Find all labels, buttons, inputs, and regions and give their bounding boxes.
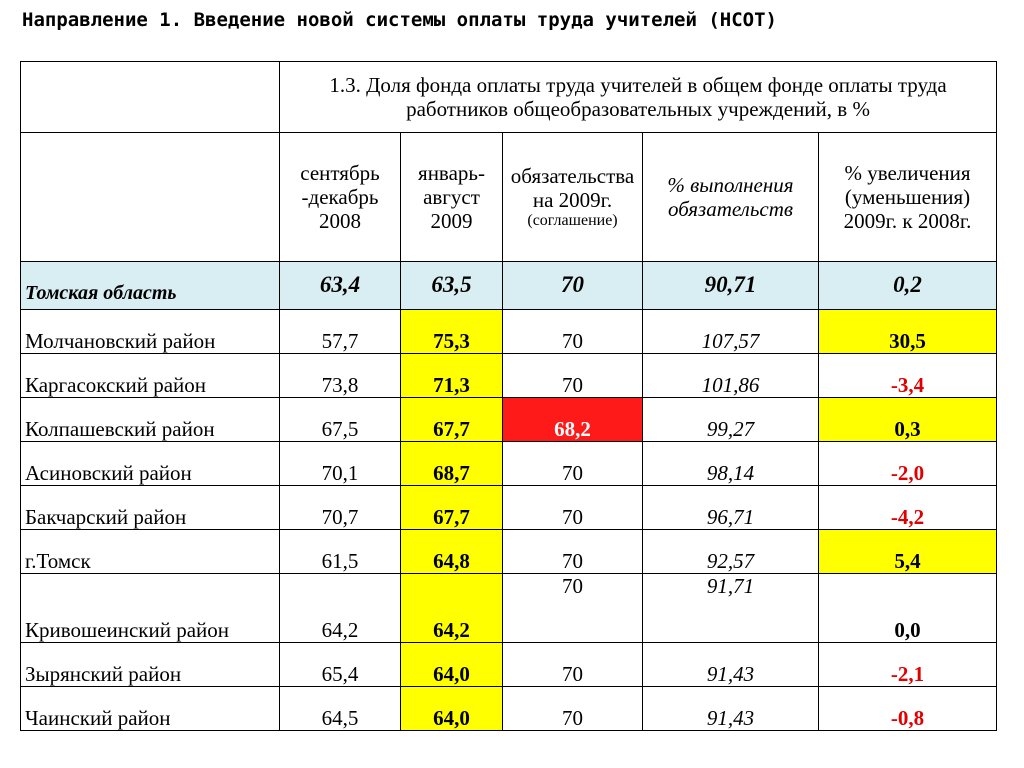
cell-change: 30,5 (817, 309, 998, 354)
table-row: Асиновский район 70,1 68,7 70 98,14 -2,0 (20, 441, 998, 486)
cell-sep-dec-2008: 70,1 (279, 441, 401, 486)
cell-jan-aug-2009: 67,7 (400, 397, 503, 442)
header-jan-aug-2009: январь-август 2009 (400, 132, 503, 262)
column-header-row: сентябрь -декабрь 2008 январь-август 200… (20, 132, 998, 262)
region-total-row: Томская область 63,4 63,5 70 90,71 0,2 (20, 261, 998, 310)
table-row: Колпашевский район 67,5 67,7 68,2 99,27 … (20, 397, 998, 442)
cell-jan-aug-2009: 64,0 (400, 642, 503, 687)
cell-jan-aug-2009: 64,0 (400, 686, 503, 731)
cell-jan-aug-2009: 71,3 (400, 353, 503, 398)
region-jan-aug-2009: 63,5 (400, 261, 503, 310)
district-name: Кривошеинский район (20, 573, 280, 643)
data-table: 1.3. Доля фонда оплаты труда учителей в … (20, 61, 998, 731)
cell-jan-aug-2009: 64,8 (400, 529, 503, 574)
cell-obligations: 70 (502, 573, 643, 643)
district-name: г.Томск (20, 529, 280, 574)
cell-change: 0,3 (817, 397, 998, 442)
cell-obligations: 68,2 (502, 397, 643, 442)
district-name: Асиновский район (20, 441, 280, 486)
cell-sep-dec-2008: 57,7 (279, 309, 401, 354)
cell-obligations: 70 (502, 353, 643, 398)
header-sep-dec-2008: сентябрь -декабрь 2008 (279, 132, 401, 262)
header-obligations-label: обязательства на 2009г. (510, 163, 635, 212)
cell-fulfillment: 91,43 (642, 686, 819, 731)
district-name: Колпашевский район (20, 397, 280, 442)
cell-obligations: 70 (502, 686, 643, 731)
cell-change: -3,4 (817, 353, 998, 398)
district-name: Чаинский район (20, 686, 280, 731)
table-row: Зырянский район 65,4 64,0 70 91,43 -2,1 (20, 642, 998, 687)
cell-jan-aug-2009: 64,2 (400, 573, 503, 643)
cell-sep-dec-2008: 65,4 (279, 642, 401, 687)
region-fulfillment: 90,71 (642, 261, 819, 310)
cell-sep-dec-2008: 64,5 (279, 686, 401, 731)
cell-fulfillment: 96,71 (642, 485, 819, 530)
cell-obligations: 70 (502, 529, 643, 574)
cell-fulfillment: 91,43 (642, 642, 819, 687)
cell-fulfillment: 99,27 (642, 397, 819, 442)
empty-header-cell (20, 132, 280, 262)
table-row: Чаинский район 64,5 64,0 70 91,43 -0,8 (20, 686, 998, 731)
cell-fulfillment: 92,57 (642, 529, 819, 574)
section-title: 1.3. Доля фонда оплаты труда учителей в … (278, 61, 998, 133)
page-title: Направление 1. Введение новой системы оп… (22, 9, 777, 31)
table-row: Бакчарский район 70,7 67,7 70 96,71 -4,2 (20, 485, 998, 530)
cell-sep-dec-2008: 61,5 (279, 529, 401, 574)
cell-change: 5,4 (817, 529, 998, 574)
region-sep-dec-2008: 63,4 (279, 261, 401, 310)
region-obligations: 70 (502, 261, 643, 310)
header-change-pct: % увеличения (уменьшения) 2009г. к 2008г… (817, 132, 998, 262)
cell-jan-aug-2009: 75,3 (400, 309, 503, 354)
cell-obligations: 70 (502, 642, 643, 687)
header-obligations-note: (соглашение) (527, 211, 618, 229)
table-row: г.Томск 61,5 64,8 70 92,57 5,4 (20, 529, 998, 574)
district-name: Каргасокский район (20, 353, 280, 398)
table-row: Каргасокский район 73,8 71,3 70 101,86 -… (20, 353, 998, 398)
cell-sep-dec-2008: 70,7 (279, 485, 401, 530)
cell-fulfillment: 107,57 (642, 309, 819, 354)
cell-change: -4,2 (817, 485, 998, 530)
cell-sep-dec-2008: 73,8 (279, 353, 401, 398)
cell-change: -2,1 (817, 642, 998, 687)
cell-fulfillment: 98,14 (642, 441, 819, 486)
cell-change: 0,0 (817, 573, 998, 643)
table-title-row: 1.3. Доля фонда оплаты труда учителей в … (20, 61, 998, 133)
cell-sep-dec-2008: 64,2 (279, 573, 401, 643)
district-name: Молчановский район (20, 309, 280, 354)
cell-fulfillment: 91,71 (642, 573, 819, 643)
district-name: Бакчарский район (20, 485, 280, 530)
cell-jan-aug-2009: 67,7 (400, 485, 503, 530)
cell-fulfillment: 101,86 (642, 353, 819, 398)
cell-sep-dec-2008: 67,5 (279, 397, 401, 442)
table-row: Молчановский район 57,7 75,3 70 107,57 3… (20, 309, 998, 354)
district-name: Зырянский район (20, 642, 280, 687)
cell-obligations: 70 (502, 309, 643, 354)
header-obligations-2009: обязательства на 2009г. (соглашение) (502, 132, 643, 262)
region-change: 0,2 (817, 261, 998, 310)
cell-jan-aug-2009: 68,7 (400, 441, 503, 486)
empty-corner-cell (20, 61, 280, 133)
cell-change: -0,8 (817, 686, 998, 731)
cell-obligations: 70 (502, 485, 643, 530)
table-row: Кривошеинский район 64,2 64,2 70 91,71 0… (20, 573, 998, 643)
header-fulfillment-pct: % выполнения обязательств (642, 132, 819, 262)
cell-obligations: 70 (502, 441, 643, 486)
cell-change: -2,0 (817, 441, 998, 486)
region-name: Томская область (20, 261, 280, 310)
